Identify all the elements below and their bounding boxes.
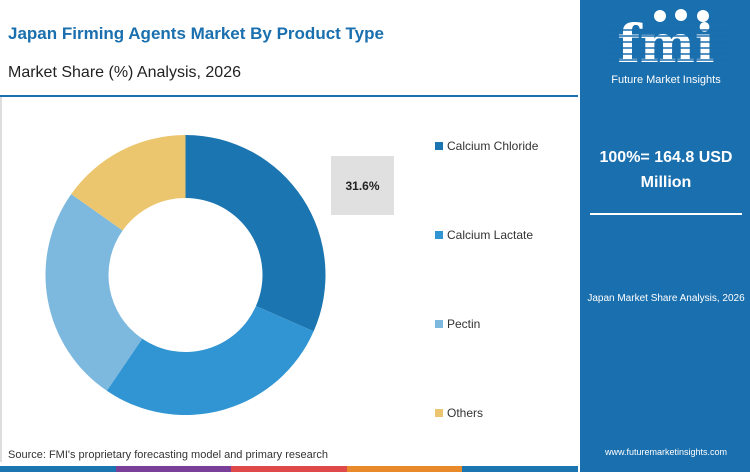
legend-item: Others	[435, 406, 483, 420]
bottom-color-bar	[0, 466, 578, 472]
legend-item: Calcium Chloride	[435, 139, 538, 153]
legend-label: Calcium Lactate	[447, 228, 534, 242]
donut-chart	[45, 135, 326, 415]
legend-swatch	[435, 409, 443, 417]
legend-label: Others	[447, 406, 484, 420]
donut-slice-others	[71, 135, 186, 231]
legend-swatch	[435, 320, 443, 328]
chart-panel: Japan Firming Agents Market By Product T…	[0, 24, 578, 472]
market-total: 100%= 164.8 USD Million	[599, 149, 733, 191]
source-note: Source: FMI's proprietary forecasting mo…	[8, 449, 329, 461]
logo-subtitle: Future Market Insights	[611, 74, 721, 86]
data-label: 31.6%	[331, 156, 394, 215]
legend-label: Calcium Chloride	[447, 139, 539, 153]
color-bar-segment	[0, 466, 116, 472]
color-bar-segment	[115, 466, 232, 472]
website-link[interactable]: www.futuremarketinsights.com	[604, 447, 728, 457]
color-bar-segment	[231, 466, 347, 472]
chart-title: Japan Firming Agents Market By Product T…	[8, 24, 384, 43]
color-bar-segment	[462, 466, 578, 472]
legend-item: Pectin	[435, 317, 480, 331]
donut-slice-pectin	[45, 194, 143, 391]
divider	[590, 213, 742, 215]
legend-swatch	[435, 142, 443, 150]
divider	[0, 97, 2, 462]
donut-slice-calcium-chloride	[185, 135, 326, 332]
logo-lettering: fmi	[617, 14, 714, 68]
divider	[0, 95, 578, 97]
legend-label: Pectin	[447, 317, 481, 331]
legend-item: Calcium Lactate	[435, 228, 533, 242]
color-bar-segment	[346, 466, 463, 472]
analysis-label: Japan Market Share Analysis, 2026	[587, 293, 745, 304]
fmi-logo: fmi	[602, 9, 732, 68]
sidebar: fmi Future Market Insights 100%= 164.8 U…	[578, 0, 750, 472]
legend-swatch	[435, 231, 443, 239]
donut-slice-calcium-lactate	[106, 306, 314, 415]
chart-subtitle: Market Share (%) Analysis, 2026	[8, 64, 241, 81]
